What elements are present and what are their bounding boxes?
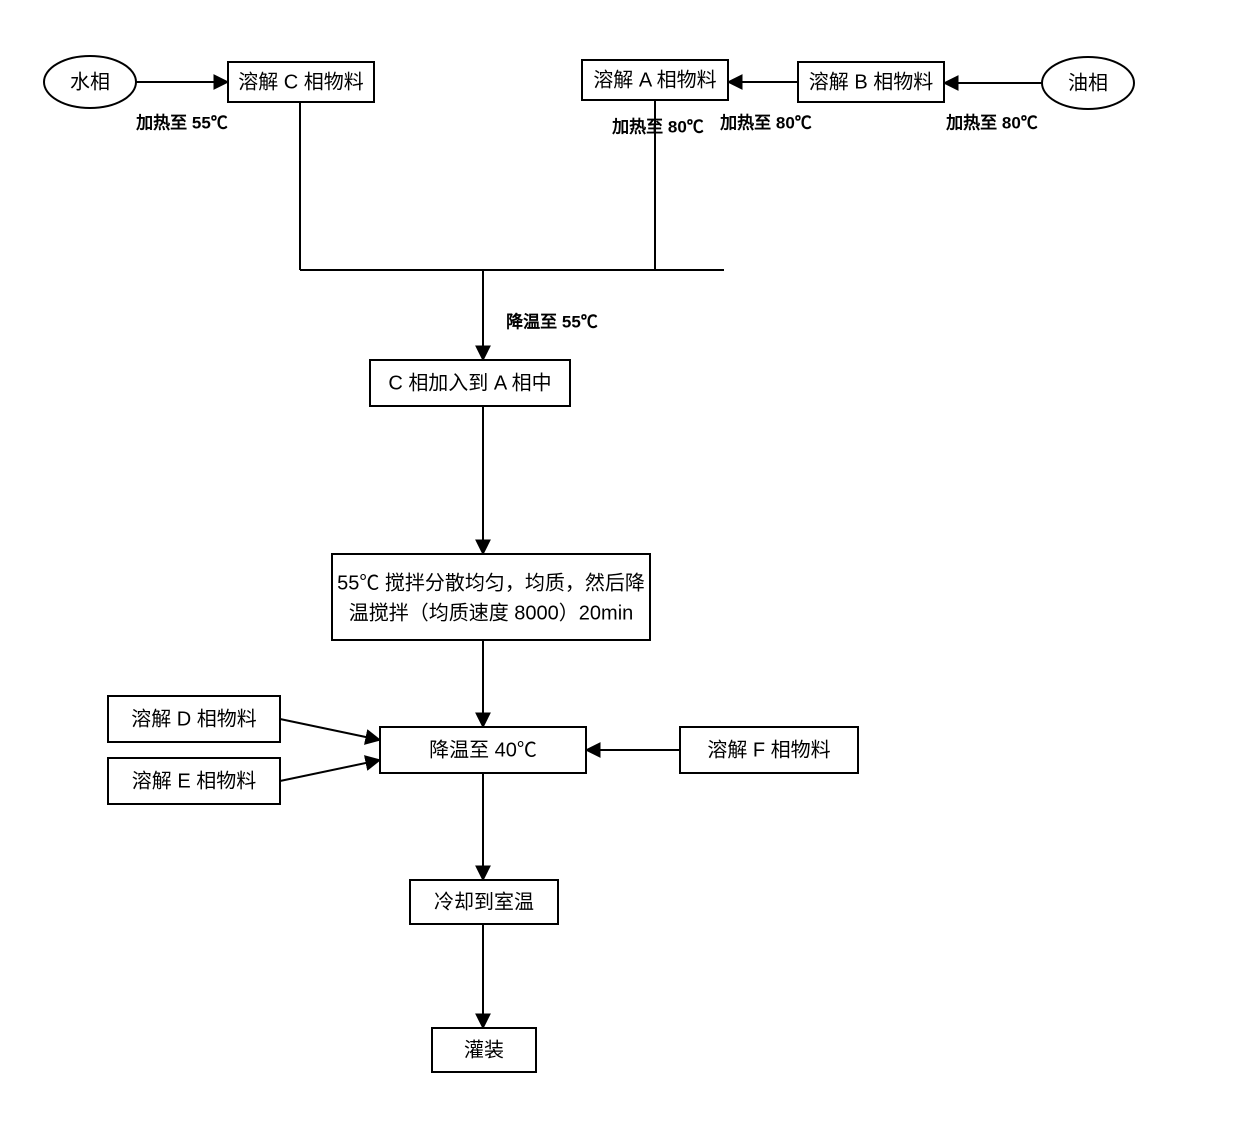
edge-label-BToA: 加热至 80℃: [719, 112, 812, 132]
edge-DToCool: [280, 719, 380, 740]
edge-EToCool: [280, 760, 380, 781]
process-flowchart: 加热至 55℃加热至 80℃加热至 80℃加热至 80℃降温至 55℃水相油相溶…: [0, 0, 1240, 1139]
box-label-mix55-line0: 55℃ 搅拌分散均匀，均质，然后降: [337, 571, 645, 594]
box-label-coolRoom: 冷却到室温: [434, 890, 534, 913]
box-mix55: [332, 554, 650, 640]
edge-label-waterToC: 加热至 55℃: [135, 112, 228, 132]
box-label-dissolveF: 溶解 F 相物料: [707, 738, 830, 761]
ellipse-label-oil: 油相: [1068, 71, 1108, 94]
box-label-mix55-line1: 温搅拌（均质速度 8000）20min: [349, 601, 634, 624]
box-label-dissolveB: 溶解 B 相物料: [809, 70, 933, 93]
ellipse-label-water: 水相: [70, 70, 110, 93]
box-label-cool40: 降温至 40℃: [429, 738, 537, 761]
box-label-dissolveA: 溶解 A 相物料: [593, 68, 716, 91]
edge-label-Adown: 加热至 80℃: [611, 116, 704, 136]
edge-label-mergeDown: 降温至 55℃: [506, 311, 598, 331]
box-label-dissolveD: 溶解 D 相物料: [131, 707, 257, 730]
edge-label-oilToB: 加热至 80℃: [945, 112, 1038, 132]
box-label-fill: 灌装: [464, 1038, 504, 1061]
box-label-addCtoA: C 相加入到 A 相中: [388, 371, 551, 394]
box-label-dissolveC: 溶解 C 相物料: [238, 70, 364, 93]
box-label-dissolveE: 溶解 E 相物料: [132, 769, 256, 792]
